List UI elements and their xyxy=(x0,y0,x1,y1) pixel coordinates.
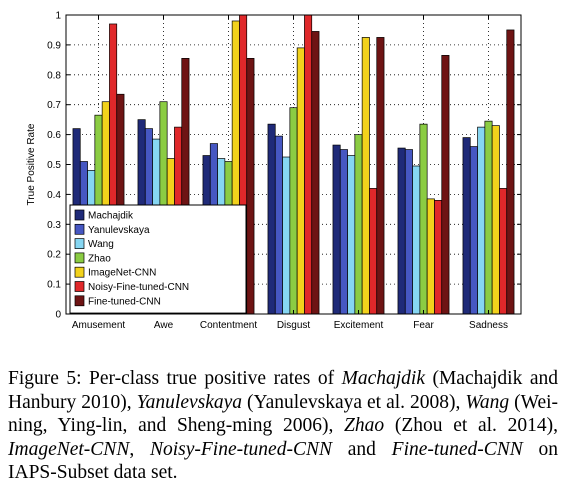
legend-label: Yanulevskaya xyxy=(88,225,150,236)
legend-swatch xyxy=(74,266,85,278)
bar xyxy=(426,198,435,315)
bar xyxy=(369,188,378,315)
legend: Machajdik Yanulevskaya Wang Zhao ImageNet-CN… xyxy=(69,204,247,314)
bar xyxy=(311,31,320,315)
legend-label: ImageNet-CNN xyxy=(88,268,156,279)
bar xyxy=(506,29,515,315)
y-tick-label: 0.1 xyxy=(47,280,61,291)
caption-body: Machajdik (Machajdik and Hanbury 2010), … xyxy=(8,368,558,483)
y-tick-label: 0.4 xyxy=(47,190,61,201)
bar xyxy=(274,135,283,315)
bar xyxy=(434,200,443,315)
x-tick-label: Excitement xyxy=(334,320,384,331)
bar xyxy=(361,37,370,315)
y-tick-label: 0.9 xyxy=(47,40,61,51)
caption-method-name: Noisy-Fine-tuned-CNN xyxy=(149,438,332,460)
bar xyxy=(419,123,428,315)
x-tick-label: Contentment xyxy=(200,320,257,331)
bar xyxy=(354,134,363,315)
caption-method-name: Wang xyxy=(465,391,510,413)
bar xyxy=(289,107,298,315)
y-tick-label: 1 xyxy=(55,11,61,22)
legend-box xyxy=(69,204,247,314)
bar xyxy=(376,37,385,315)
x-tick-label: Amusement xyxy=(72,320,126,331)
legend-label: Machajdik xyxy=(88,211,134,222)
caption-method-name: ImageNet-CNN xyxy=(8,438,130,460)
caption-method-name: Machajdik xyxy=(341,368,425,389)
y-axis-label: True Positive Rate xyxy=(26,123,37,205)
bar xyxy=(339,149,348,315)
bar xyxy=(404,149,413,315)
bar xyxy=(477,126,486,315)
bar xyxy=(296,47,305,315)
bar xyxy=(441,55,450,315)
x-tick-label: Disgust xyxy=(277,320,311,331)
caption-method-name: Fine-tuned-CNN xyxy=(391,438,523,460)
bar xyxy=(462,137,471,315)
caption-text: , xyxy=(129,438,150,460)
caption-text: and xyxy=(331,438,392,460)
bar xyxy=(304,14,313,315)
bar xyxy=(499,188,508,315)
legend-swatch xyxy=(74,252,85,264)
y-tick-label: 0.5 xyxy=(47,160,61,171)
caption-text: (Yanulevskaya et al. 2008), xyxy=(242,391,466,413)
caption-method-name: Yanulevskaya xyxy=(136,391,243,413)
legend-label: Noisy-Fine-tuned-CNN xyxy=(88,282,189,293)
y-tick-label: 0.2 xyxy=(47,250,61,261)
bar xyxy=(491,125,500,315)
y-tick-label: 0.3 xyxy=(47,220,61,231)
bar xyxy=(332,144,341,315)
y-tick-label: 0.8 xyxy=(47,70,61,81)
legend-label: Fine-tuned-CNN xyxy=(88,296,161,307)
y-tick-label: 0.6 xyxy=(47,130,61,141)
legend-label: Zhao xyxy=(88,253,111,264)
y-tick-label: 0 xyxy=(55,310,61,321)
caption-text: (Machajdik and Hanbury 2010), xyxy=(8,368,558,413)
caption-text: on IAPS-Subset data set. xyxy=(8,438,559,484)
legend-swatch xyxy=(74,209,85,221)
x-tick-label: Awe xyxy=(154,320,174,331)
legend-swatch xyxy=(74,281,85,292)
figure-caption: Figure 5: Per-class true positive rates … xyxy=(8,367,558,485)
legend-label: Wang xyxy=(88,239,114,250)
bar xyxy=(469,146,478,315)
bar xyxy=(246,58,255,315)
caption-text: (Wei-ning, Ying-lin, and Sheng-ming 2006… xyxy=(8,391,559,437)
caption-text: (Zhou et al. 2014), xyxy=(384,415,558,436)
caption-method-name: Zhao xyxy=(344,415,385,436)
bar xyxy=(267,123,276,315)
legend-swatch xyxy=(74,223,85,235)
bar xyxy=(347,155,356,315)
bar xyxy=(484,120,493,315)
x-tick-label: Fear xyxy=(413,320,434,331)
bar xyxy=(412,165,421,315)
legend-swatch xyxy=(74,295,85,307)
bar xyxy=(282,156,291,315)
bar xyxy=(397,147,406,315)
bar-chart: 0 0.1 0.2 0.3 0.4 0.5 0.6 0.7 0.8 0.9 1 Amusement Aw… xyxy=(26,11,522,331)
axis-ticks: 0 0.1 0.2 0.3 0.4 0.5 0.6 0.7 0.8 0.9 1 Amusement Aw… xyxy=(47,11,521,331)
legend-swatch xyxy=(74,238,85,249)
caption-prefix: Figure 5: Per-class true positive rates … xyxy=(8,368,342,389)
x-tick-label: Sadness xyxy=(469,320,508,331)
y-tick-label: 0.7 xyxy=(47,100,61,111)
